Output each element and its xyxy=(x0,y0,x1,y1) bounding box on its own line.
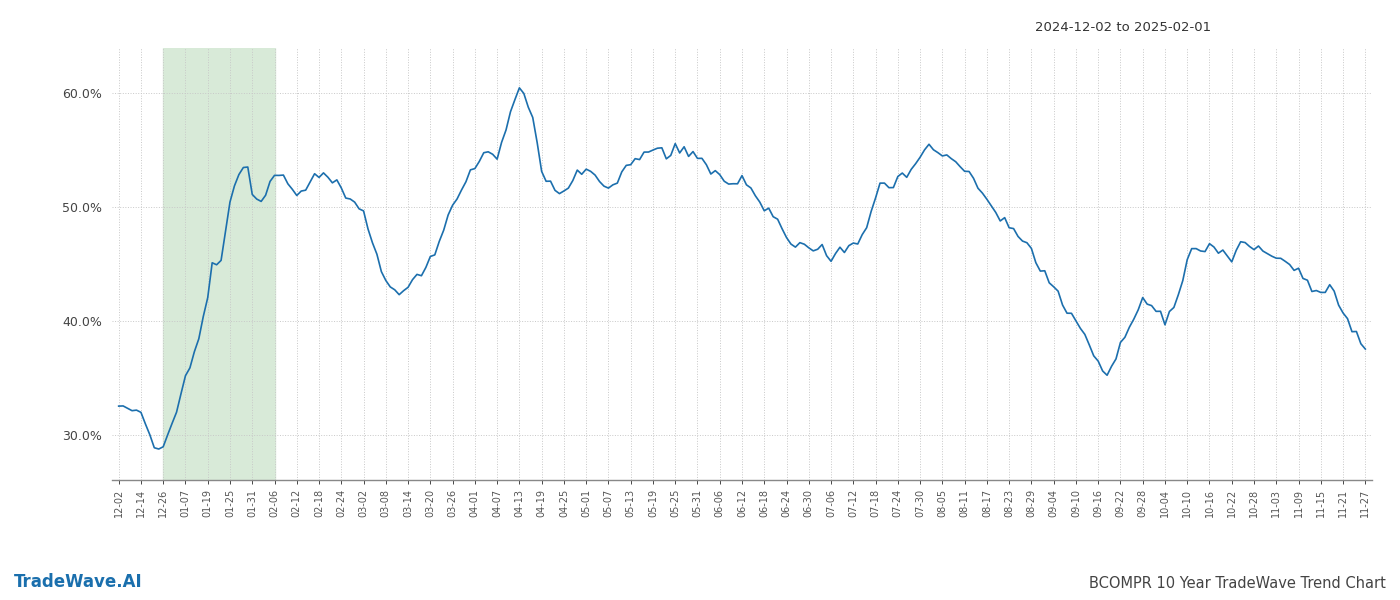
Text: 2024-12-02 to 2025-02-01: 2024-12-02 to 2025-02-01 xyxy=(1035,21,1211,34)
Text: BCOMPR 10 Year TradeWave Trend Chart: BCOMPR 10 Year TradeWave Trend Chart xyxy=(1089,576,1386,591)
Bar xyxy=(164,48,274,480)
Text: TradeWave.AI: TradeWave.AI xyxy=(14,573,143,591)
